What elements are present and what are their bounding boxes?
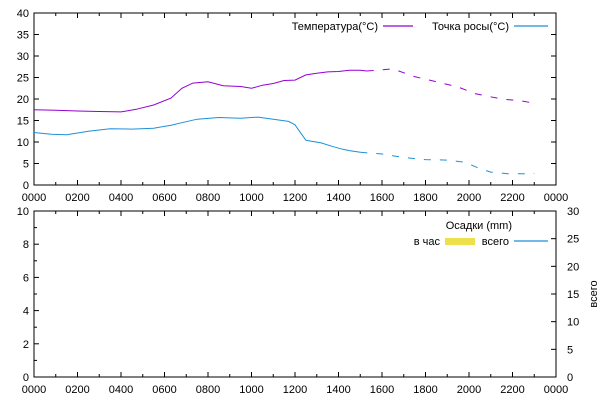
y-tick-label: 5 [23,159,29,171]
y-tick-label: 15 [17,116,29,128]
y2-tick-label: 0 [567,372,573,384]
dewpoint-line [33,116,361,153]
y-tick-label: 4 [23,306,29,318]
y2-tick-label: 10 [567,317,579,329]
x-tick-label: 1800 [413,192,437,204]
y2-tick-label: 30 [567,206,579,218]
legend-swatch-hourly [445,238,475,245]
y-tick-label: 35 [17,30,29,42]
x-tick-label: 1200 [283,384,307,396]
y-tick-label: 2 [23,339,29,351]
x-tick-label: 0400 [109,384,133,396]
y-axis-right: 0 5 10 15 20 25 30 [551,206,579,384]
legend-label-dewpoint: Точка росы(°C) [432,21,509,33]
x-tick-label: 0800 [196,384,220,396]
y-tick-label: 10 [17,206,29,218]
x-tick-label: 2000 [457,192,481,204]
x-axis: 0000 0200 0400 0600 0800 1000 1200 1400 1600 1800… [22,211,568,396]
x-tick-label: 0000 [544,192,568,204]
x-tick-label: 2200 [500,192,524,204]
y-tick-label: 40 [17,8,29,20]
plot-frame [33,210,557,378]
y2-tick-label: 5 [567,344,573,356]
temperature-line-gapped [366,68,535,104]
x-tick-label: 0400 [109,192,133,204]
y-tick-label: 0 [23,180,29,192]
x-tick-label: 0000 [22,384,46,396]
x-tick-label: 0200 [65,384,89,396]
temperature-line [33,69,367,113]
x-tick-label: 0600 [152,192,176,204]
x-tick-label: 0200 [65,192,89,204]
y-axis-left: 0 2 4 6 8 10 [17,206,39,384]
y-tick-label: 25 [17,73,29,85]
x-tick-label: 0800 [196,192,220,204]
x-tick-label: 1000 [239,192,263,204]
x-tick-label: 1400 [326,192,350,204]
y2-tick-label: 15 [567,289,579,301]
y-tick-label: 0 [23,372,29,384]
x-tick-label: 2200 [500,384,524,396]
y-tick-label: 30 [17,51,29,63]
x-tick-label: 1600 [370,192,394,204]
y-tick-label: 6 [23,272,29,284]
legend-label-hourly: в час [414,236,441,248]
x-tick-label: 1200 [283,192,307,204]
x-axis: 0000 0200 0400 0600 0800 1000 1200 1400 1600 1800… [22,13,568,204]
legend-title: Осадки (mm) [446,220,512,232]
x-tick-label: 1800 [413,384,437,396]
x-tick-label: 0000 [544,384,568,396]
plot-frame [33,12,557,186]
legend-label-temperature: Температура(°C) [292,21,378,33]
x-tick-label: 1600 [370,384,394,396]
y-tick-label: 10 [17,137,29,149]
y-axis: 0 5 10 15 20 25 30 35 40 [17,8,556,192]
temperature-panel: 0 5 10 15 20 25 30 35 40 0000 0200 0400 0600 0800 100… [17,8,568,204]
legend: Осадки (mm) в час всего [414,220,548,248]
y-tick-label: 8 [23,239,29,251]
y2-tick-label: 20 [567,261,579,273]
x-tick-label: 1400 [326,384,350,396]
y2-tick-label: 25 [567,234,579,246]
x-tick-label: 2000 [457,384,481,396]
x-tick-label: 1000 [239,384,263,396]
y-tick-label: 20 [17,94,29,106]
x-tick-label: 0600 [152,384,176,396]
x-tick-label: 0000 [22,192,46,204]
legend: Температура(°C) Точка росы(°C) [292,21,548,33]
precipitation-panel: 0 2 4 6 8 10 0 5 10 15 20 25 30 0000 0200 0400 0600 080… [17,206,600,396]
series-lines [33,68,535,175]
legend-label-total: всего [482,236,509,248]
dewpoint-line-gapped [360,151,535,175]
y2-axis-label: всего [588,280,600,307]
